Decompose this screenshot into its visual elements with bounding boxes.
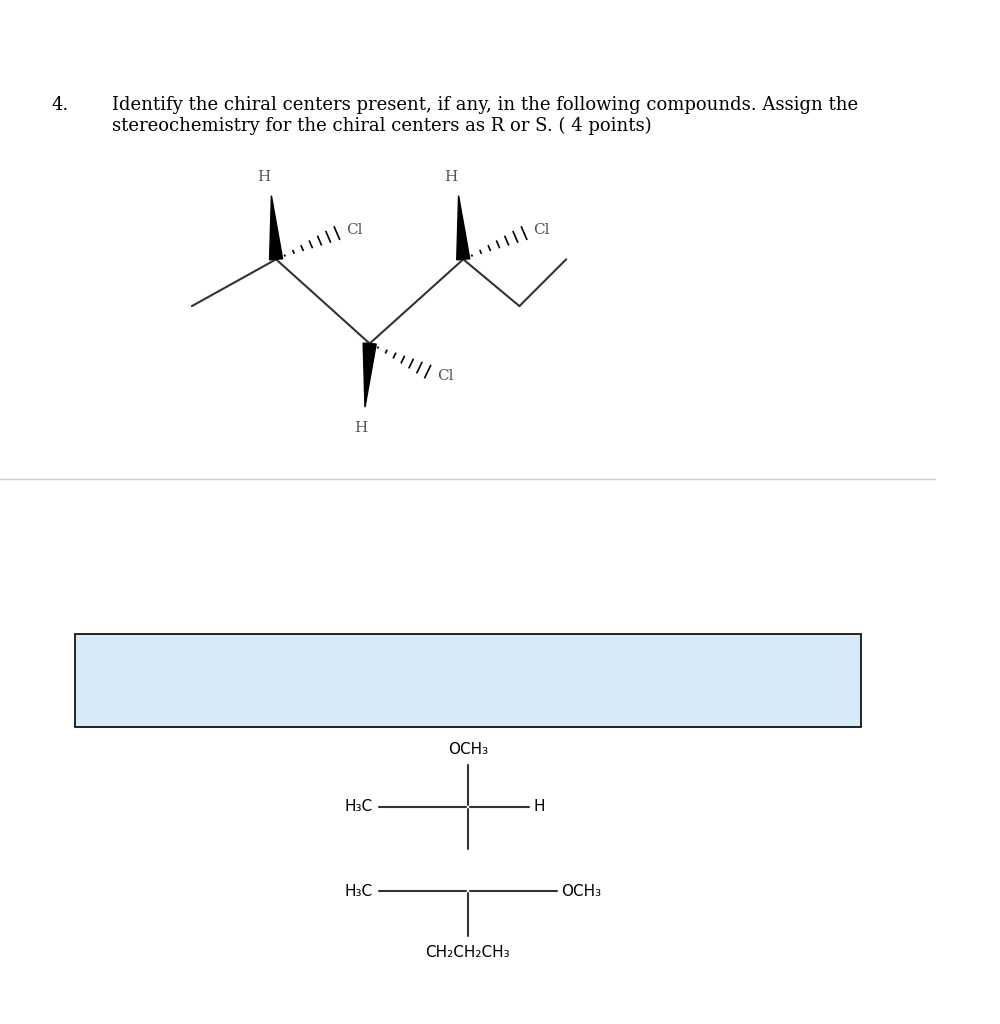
Text: OCH₃: OCH₃ (562, 884, 602, 898)
Text: Cl: Cl (346, 223, 363, 238)
Text: OCH₃: OCH₃ (448, 742, 488, 757)
Text: H₃C: H₃C (344, 800, 372, 814)
Text: Cl: Cl (437, 370, 454, 383)
Text: H: H (444, 170, 458, 184)
Polygon shape (457, 196, 470, 260)
Text: Cl: Cl (533, 223, 550, 238)
Text: 4.: 4. (51, 95, 69, 114)
Text: CH₂CH₂CH₃: CH₂CH₂CH₃ (426, 945, 510, 961)
Text: H: H (354, 421, 367, 435)
Polygon shape (363, 343, 376, 408)
Polygon shape (270, 196, 283, 260)
Text: H₃C: H₃C (344, 884, 372, 898)
Text: Identify the chiral centers present, if any, in the following compounds. Assign : Identify the chiral centers present, if … (112, 95, 858, 134)
Text: H: H (257, 170, 271, 184)
Text: H: H (533, 800, 545, 814)
Bar (75, 634, 861, 727)
